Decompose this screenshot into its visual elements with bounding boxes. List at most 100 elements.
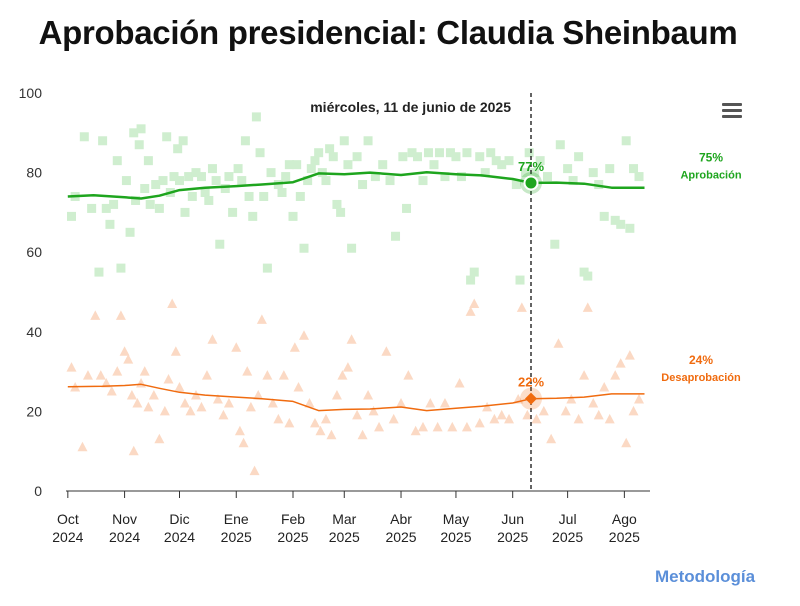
disapproval-poll-point (196, 401, 207, 412)
approval-poll-point (251, 112, 261, 122)
approval-poll-point (370, 172, 380, 182)
disapproval-poll-point (212, 393, 223, 404)
x-tick-label: 2025 (552, 529, 583, 545)
disapproval-poll-point (309, 417, 320, 428)
disapproval-poll-point (516, 302, 527, 312)
disapproval-poll-point (267, 397, 278, 408)
disapproval-poll-point (304, 397, 315, 408)
disapproval-poll-point (201, 370, 212, 380)
disapproval-poll-point (90, 310, 101, 320)
x-tick-label: May (443, 511, 469, 527)
approval-poll-point (629, 164, 639, 174)
disapproval-poll-point (374, 421, 385, 432)
disapproval-poll-point (615, 358, 626, 368)
poll-points (66, 112, 645, 476)
trend-lines (67, 170, 645, 412)
approval-poll-point (583, 271, 593, 281)
chart-menu-button[interactable] (718, 98, 746, 122)
disapproval-poll-point (454, 378, 465, 388)
disapproval-poll-point (610, 370, 621, 380)
hover-crosshair: miércoles, 11 de junio de 2025 77% 22% (310, 93, 544, 491)
disapproval-poll-point (579, 370, 590, 380)
disapproval-poll-point (432, 421, 443, 432)
approval-poll-point (511, 180, 521, 190)
approval-poll-point (292, 160, 302, 170)
disapproval-poll-point (396, 397, 407, 408)
disapproval-poll-point (538, 405, 549, 416)
approval-poll-point (445, 148, 455, 158)
x-tick-label: Feb (281, 511, 305, 527)
approval-poll-point (220, 184, 230, 194)
approval-poll-point (266, 168, 276, 178)
approval-poll-point (412, 152, 422, 162)
approval-poll-point (169, 172, 179, 182)
approval-poll-point (310, 156, 320, 166)
disapproval-poll-point (573, 413, 584, 424)
disapproval-poll-point (368, 405, 379, 416)
disapproval-poll-point (482, 401, 493, 412)
methodology-link[interactable]: Metodología (655, 567, 756, 586)
x-tick-label: Jun (501, 511, 524, 527)
approval-poll-point (550, 239, 560, 249)
disapproval-poll-point (582, 302, 593, 312)
disapproval-poll-point (128, 445, 139, 456)
disapproval-poll-point (207, 334, 218, 344)
approval-poll-point (87, 203, 97, 213)
disapproval-poll-point (95, 370, 106, 380)
disapproval-poll-point (163, 374, 174, 384)
approval-poll-point (339, 136, 349, 146)
disapproval-poll-point (489, 413, 500, 424)
approval-poll-point (504, 156, 514, 166)
approval-poll-point (288, 211, 298, 221)
disapproval-poll-point (342, 362, 353, 372)
approval-poll-point (542, 172, 552, 182)
x-tick-label: 2025 (440, 529, 471, 545)
approval-poll-point (121, 176, 131, 186)
disapproval-poll-point (417, 421, 428, 432)
disapproval-poll-point (298, 330, 309, 340)
chart-axes: 0 20 40 60 80 100 Oct 2024 Nov 2024 Dic 2024 Ene 2025… (19, 85, 650, 545)
series-end-labels: 75% Aprobación 24% Desaprobación (661, 151, 742, 384)
approval-poll-point (456, 172, 466, 182)
approval-poll-point (240, 136, 250, 146)
disapproval-poll-point (474, 417, 485, 428)
disapproval-poll-point (167, 298, 178, 308)
disapproval-poll-point (352, 409, 363, 420)
approval-poll-point (625, 223, 635, 233)
disapproval-poll-point (242, 366, 253, 376)
disapproval-poll-point (143, 401, 154, 412)
y-tick-label: 20 (26, 403, 42, 419)
approval-poll-point (244, 191, 254, 201)
x-tick-label: 2025 (497, 529, 528, 545)
approval-poll-point (299, 243, 309, 253)
disapproval-poll-point (337, 370, 348, 380)
disapproval-poll-point (293, 382, 304, 392)
approval-poll-point (486, 148, 496, 158)
approval-poll-point (224, 172, 234, 182)
approval-poll-point (211, 176, 221, 186)
approval-poll-point (116, 263, 126, 273)
approval-poll-point (145, 199, 155, 209)
x-tick-label: Ene (224, 511, 249, 527)
approval-poll-point (332, 199, 342, 209)
disapproval-poll-point (504, 413, 515, 424)
disapproval-poll-point (218, 409, 229, 420)
disapproval-poll-point (403, 370, 414, 380)
disapproval-poll-point (461, 421, 472, 432)
disapproval-poll-point (425, 397, 436, 408)
disapproval-hover-marker (525, 392, 538, 405)
disapproval-poll-point (112, 366, 123, 376)
approval-poll-point (466, 275, 476, 285)
approval-poll-point (497, 160, 507, 170)
approval-poll-point (129, 128, 139, 138)
approval-poll-point (187, 191, 197, 201)
disapproval-poll-point (553, 338, 564, 348)
approval-poll-point (321, 176, 331, 186)
approval-poll-point (255, 148, 265, 158)
approval-poll-point (281, 172, 291, 182)
approval-poll-point (440, 172, 450, 182)
approval-poll-point (574, 152, 584, 162)
approval-poll-point (248, 211, 258, 221)
disapproval-poll-point (447, 421, 458, 432)
disapproval-poll-point (273, 413, 284, 424)
